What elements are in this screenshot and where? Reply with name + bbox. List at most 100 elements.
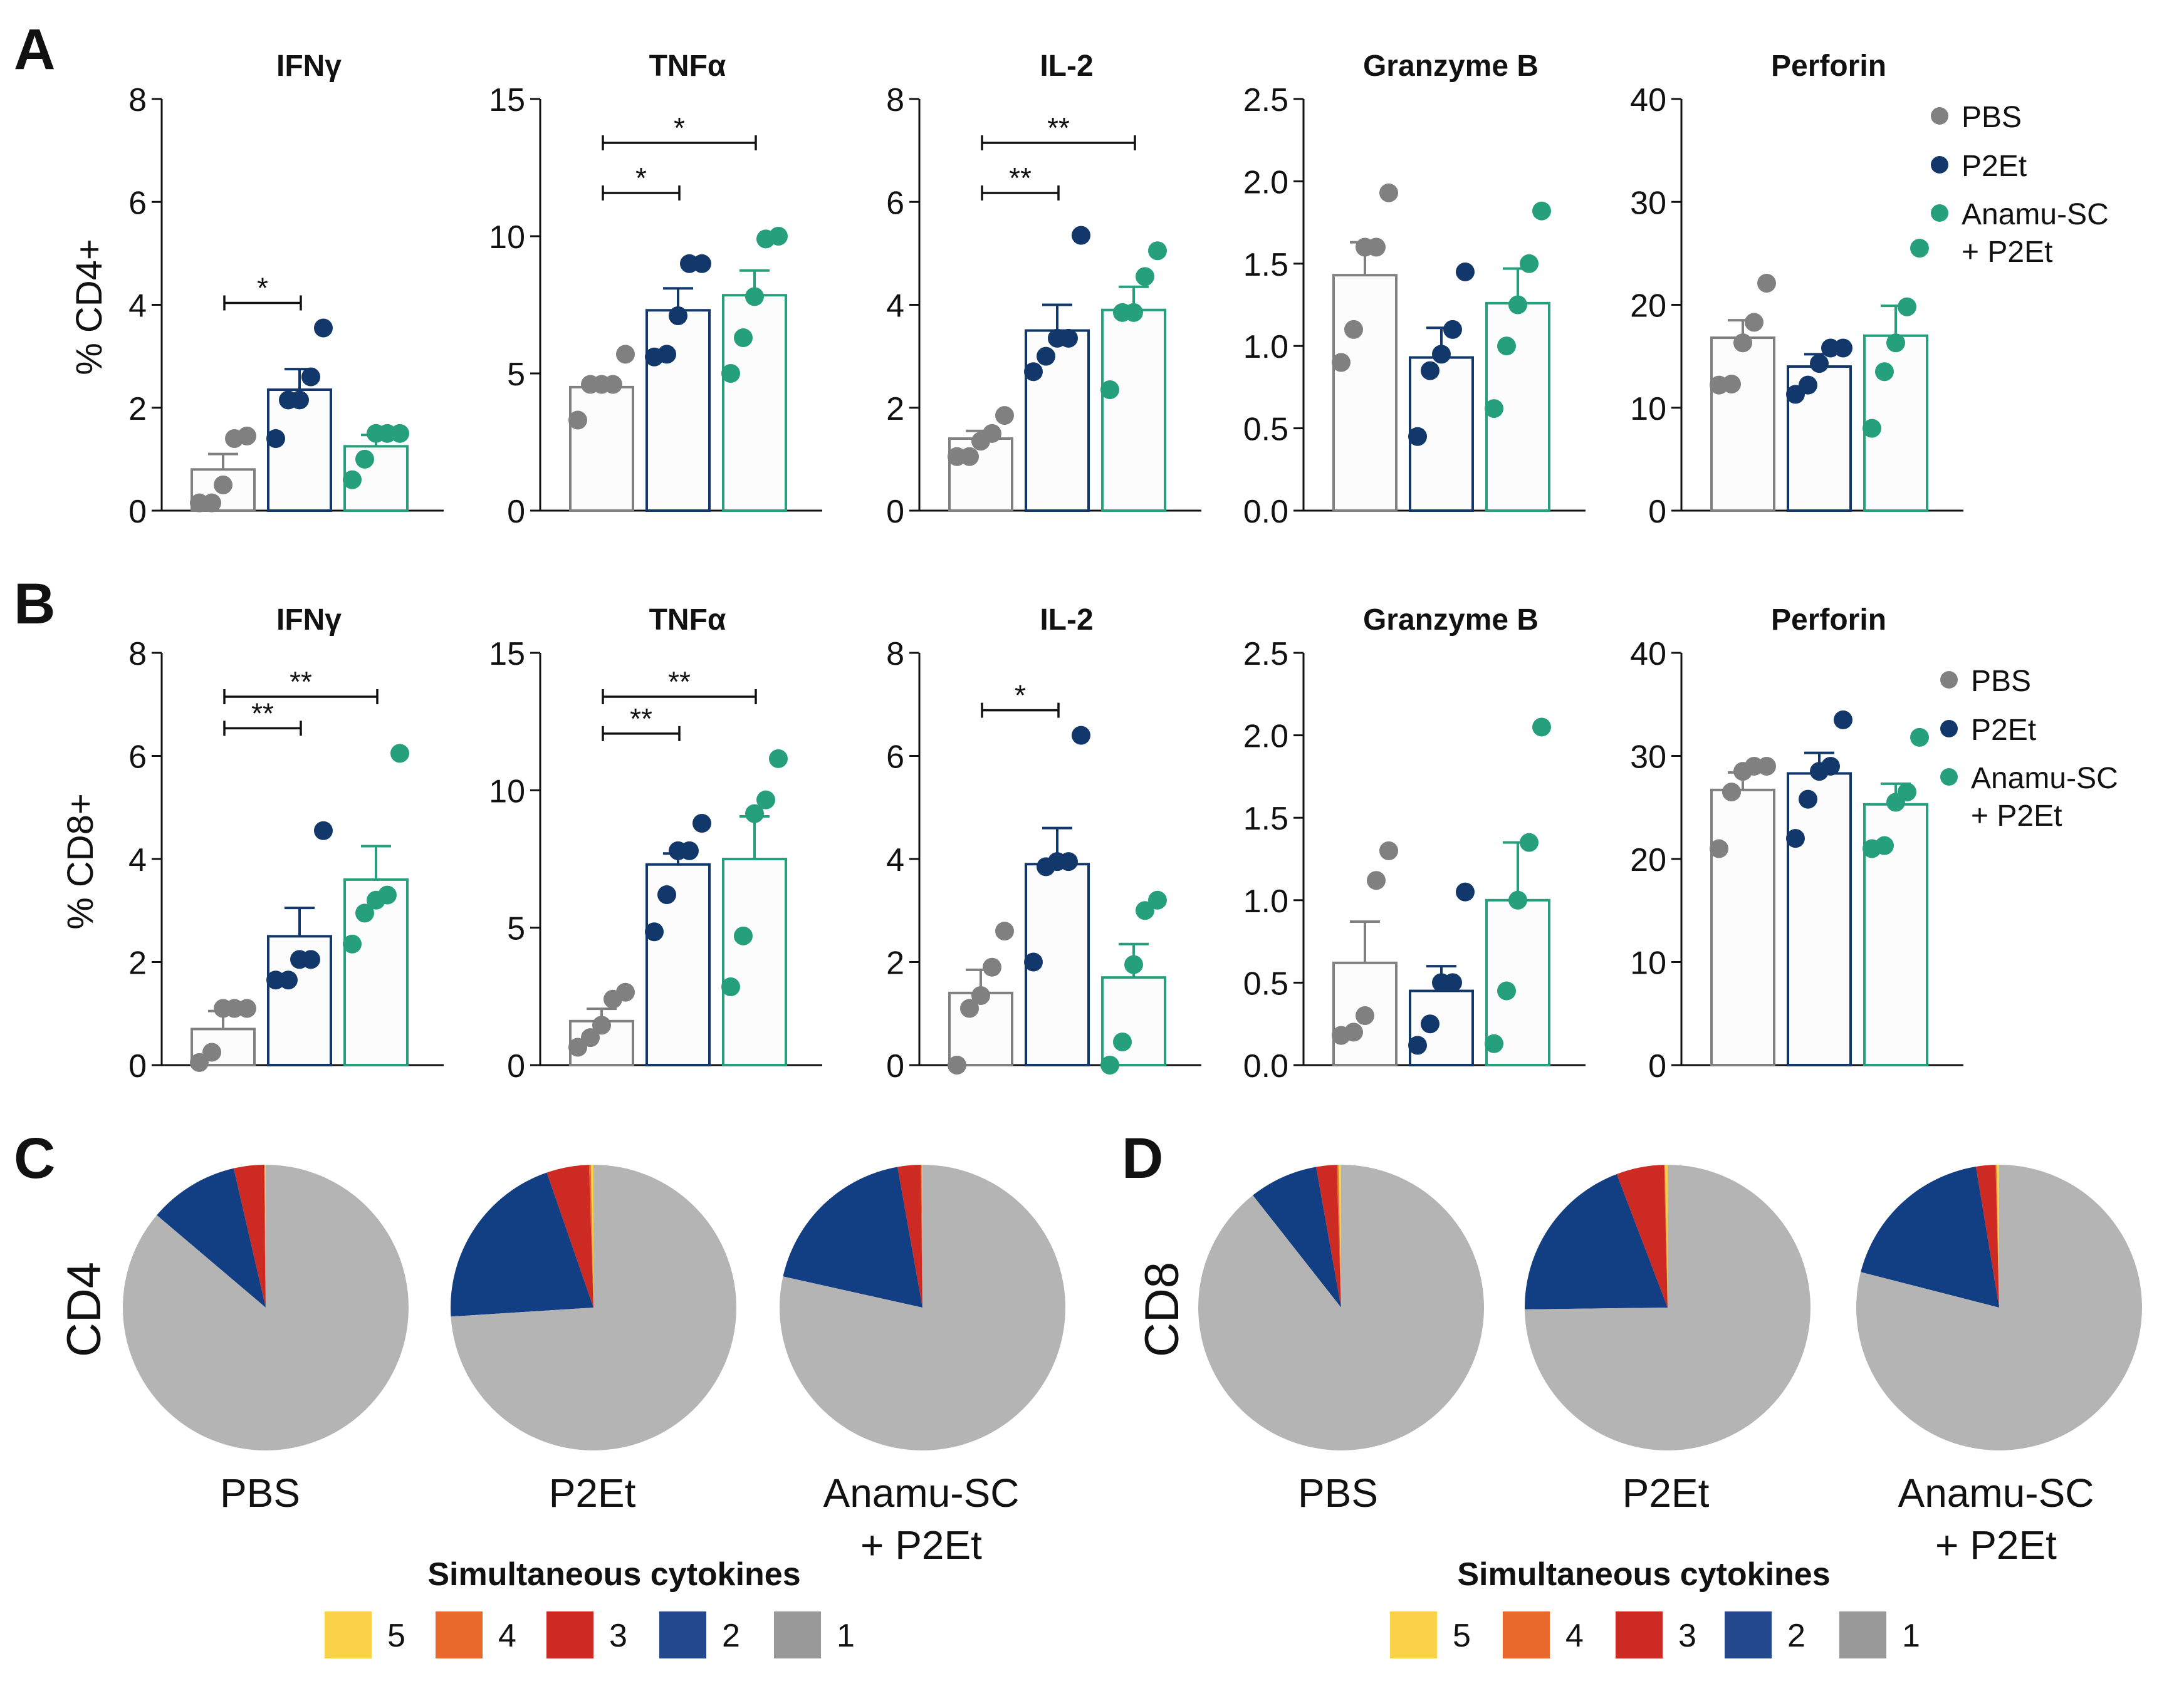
y-tick-label: 1.5 xyxy=(1243,801,1288,837)
data-point xyxy=(1443,320,1462,339)
pie-slice-4 xyxy=(264,1165,266,1308)
pie-label-pbs: PBS xyxy=(1298,1470,1378,1516)
y-tick-label: 1.0 xyxy=(1243,883,1288,920)
legend-dot-anamu xyxy=(1931,204,1948,222)
y-tick-label: 10 xyxy=(1630,945,1666,982)
data-point xyxy=(1898,297,1916,316)
pie-label-anamu-2: + P2Et xyxy=(860,1522,982,1568)
legend-label-p2et: P2Et xyxy=(1971,714,2036,747)
pie-slice-3 xyxy=(1975,1165,1999,1308)
data-point xyxy=(1799,789,1817,809)
data-point xyxy=(645,922,664,942)
data-point xyxy=(1148,890,1167,910)
data-point xyxy=(1520,833,1539,852)
data-point xyxy=(669,306,687,326)
cytokine-legend-title: Simultaneous cytokines xyxy=(427,1556,800,1593)
data-point xyxy=(301,367,320,387)
pie-slice-1 xyxy=(1525,1165,1811,1451)
y-tick-label: 0.0 xyxy=(1243,494,1288,530)
data-point xyxy=(592,1016,611,1035)
pie-slice-4 xyxy=(921,1165,922,1308)
data-point xyxy=(1508,890,1527,910)
bar-3 xyxy=(1485,898,1550,1067)
data-point xyxy=(1733,333,1752,353)
data-point xyxy=(1072,726,1090,745)
panel-letter-b: B xyxy=(14,572,55,636)
data-point xyxy=(1037,346,1055,366)
ylabel-cd4: % CD4+ xyxy=(69,239,110,375)
pie-d-1 xyxy=(1198,1165,1485,1450)
data-point xyxy=(983,424,1001,443)
pie-slice-3 xyxy=(233,1165,266,1308)
legend-label-anamu-2: + P2Et xyxy=(1962,236,2052,269)
chart-title: IFNγ xyxy=(276,603,342,637)
swatch-label-2: 2 xyxy=(1787,1618,1805,1654)
y-tick-label: 4 xyxy=(886,842,904,878)
bar-2 xyxy=(267,388,332,512)
legend-cd4: PBS P2Et Anamu-SC + P2Et xyxy=(1931,101,2109,269)
swatch-4 xyxy=(436,1611,483,1658)
data-point xyxy=(301,950,320,969)
pie-c-3 xyxy=(779,1164,1065,1450)
swatch-4 xyxy=(1503,1611,1550,1658)
pie-slice-5 xyxy=(590,1165,593,1308)
data-point xyxy=(1136,901,1154,920)
pie-slice-4 xyxy=(588,1165,593,1308)
pie-label-p2et: P2Et xyxy=(1622,1470,1710,1516)
data-point xyxy=(1886,333,1905,353)
cytokine-legend-title: Simultaneous cytokines xyxy=(1457,1556,1830,1593)
data-point xyxy=(1485,399,1503,419)
significance-label: ** xyxy=(668,665,691,698)
bar-chart-b-2: TNFα 0 5 10 15 ** ** xyxy=(489,603,822,1085)
data-point xyxy=(1875,362,1894,382)
y-tick-label: 0.5 xyxy=(1243,965,1288,1002)
data-point xyxy=(355,903,374,923)
swatch-3 xyxy=(546,1611,593,1658)
pie-slice-2 xyxy=(157,1168,266,1308)
swatch-label-3: 3 xyxy=(609,1618,627,1654)
bar-1 xyxy=(1710,788,1775,1067)
swatch-label-4: 4 xyxy=(1565,1618,1584,1654)
data-point xyxy=(1332,353,1351,372)
pie-d-3 xyxy=(1856,1165,2142,1451)
data-point xyxy=(202,493,221,513)
y-tick-label: 5 xyxy=(507,911,525,947)
data-point xyxy=(1757,756,1776,776)
y-tick-label: 6 xyxy=(128,739,147,776)
data-point xyxy=(995,922,1014,941)
bar-chart-a-2: TNFα 0 5 10 15 * * xyxy=(489,49,822,530)
pie-slice-1 xyxy=(1856,1165,2142,1451)
swatch-2 xyxy=(1725,1611,1772,1658)
y-tick-label: 2 xyxy=(128,391,147,427)
pie-slice-2 xyxy=(1253,1167,1341,1308)
data-point xyxy=(581,1028,600,1048)
pie-d-2 xyxy=(1525,1165,1811,1451)
significance-label: ** xyxy=(630,702,652,735)
data-point xyxy=(1834,338,1852,358)
data-point xyxy=(657,885,676,905)
bar-chart-a-1: IFNγ 0 2 4 6 8 * xyxy=(128,49,444,530)
swatch-1 xyxy=(1839,1611,1886,1658)
y-tick-label: 0.5 xyxy=(1243,412,1288,448)
data-point xyxy=(343,934,362,954)
data-point xyxy=(1508,295,1527,315)
data-point xyxy=(1910,239,1929,258)
data-point xyxy=(390,424,409,443)
data-point xyxy=(734,328,753,348)
pie-slice-4 xyxy=(1995,1165,1999,1308)
y-tick-label: 8 xyxy=(886,82,904,118)
y-tick-label: 0 xyxy=(886,1048,904,1085)
legend-label-pbs: PBS xyxy=(1962,101,2022,134)
data-point xyxy=(960,999,979,1018)
data-point xyxy=(1875,836,1894,855)
chart-title: TNFα xyxy=(649,49,726,83)
bar-2 xyxy=(1787,772,1852,1066)
data-point xyxy=(1532,717,1551,737)
data-point xyxy=(1898,783,1916,802)
y-tick-label: 0.0 xyxy=(1243,1048,1288,1085)
y-tick-label: 10 xyxy=(1630,391,1666,427)
y-tick-label: 15 xyxy=(489,82,525,118)
y-tick-label: 15 xyxy=(489,636,525,672)
data-point xyxy=(355,449,374,469)
pie-slice-1 xyxy=(779,1165,1065,1450)
